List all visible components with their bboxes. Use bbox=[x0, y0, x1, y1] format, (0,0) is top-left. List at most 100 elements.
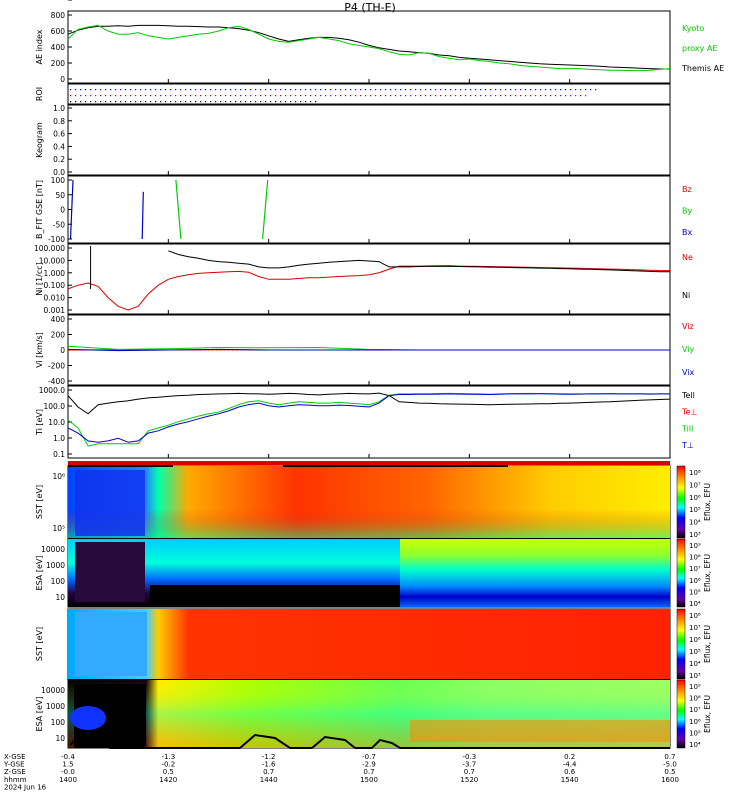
roi-dot bbox=[310, 101, 312, 103]
esa-electron-tick: 10 bbox=[55, 734, 65, 743]
roi-dot bbox=[200, 89, 202, 91]
roi-dot bbox=[350, 89, 352, 91]
xaxis-value-6-3: 1600 bbox=[661, 776, 679, 784]
roi-dot bbox=[240, 101, 242, 103]
bfit-legend-1: By bbox=[682, 207, 692, 216]
roi-dot bbox=[205, 95, 207, 97]
roi-dot bbox=[415, 89, 417, 91]
esa-electron-tick: 10000 bbox=[41, 686, 65, 695]
roi-dot bbox=[210, 89, 212, 91]
roi-dot bbox=[405, 89, 407, 91]
roi-dot bbox=[535, 89, 537, 91]
ti-legend-1: Te⊥ bbox=[681, 408, 697, 417]
roi-dot bbox=[75, 95, 77, 97]
roi-dot bbox=[590, 89, 592, 91]
roi-dot bbox=[190, 89, 192, 91]
roi-dot bbox=[110, 95, 112, 97]
roi-dot bbox=[360, 95, 362, 97]
roi-dot bbox=[485, 95, 487, 97]
roi-dot bbox=[275, 95, 277, 97]
roi-dot bbox=[510, 95, 512, 97]
xaxis-row-label-2: Z-GSE bbox=[4, 768, 26, 776]
roi-dot bbox=[490, 89, 492, 91]
roi-dot bbox=[270, 95, 272, 97]
roi-dot bbox=[485, 89, 487, 91]
xaxis-value-4-1: -3.7 bbox=[462, 761, 476, 769]
roi-dot bbox=[75, 89, 77, 91]
xaxis-value-1-3: 1420 bbox=[159, 776, 177, 784]
roi-dot bbox=[220, 89, 222, 91]
sst-electron-ylabel: SST [eV] bbox=[35, 627, 44, 661]
ae-panel-tick: 0 bbox=[60, 75, 65, 84]
esa-ion-spectrogram bbox=[68, 539, 670, 607]
roi-dot bbox=[195, 89, 197, 91]
roi-dot bbox=[110, 101, 112, 103]
roi-dot bbox=[165, 89, 167, 91]
xaxis-value-1-0: -1.3 bbox=[161, 753, 175, 761]
roi-dot bbox=[155, 101, 157, 103]
roi-dot bbox=[185, 101, 187, 103]
roi-dot bbox=[180, 95, 182, 97]
roi-dot bbox=[95, 101, 97, 103]
roi-dot bbox=[270, 89, 272, 91]
roi-dot bbox=[355, 89, 357, 91]
roi-dot bbox=[565, 89, 567, 91]
plot-title: P4 (TH-E) bbox=[344, 1, 396, 14]
esa-ion-tick: 10000 bbox=[41, 545, 65, 554]
vi-panel-series-vix bbox=[67, 348, 670, 352]
vi-panel-tick: 0 bbox=[60, 346, 65, 355]
roi-dot bbox=[580, 95, 582, 97]
vi-legend-2: Vix bbox=[682, 368, 695, 377]
roi-dot bbox=[145, 95, 147, 97]
colorbar-2 bbox=[676, 608, 686, 680]
xaxis-value-4-2: 0.7 bbox=[464, 768, 475, 776]
roi-dot bbox=[305, 95, 307, 97]
ti-panel-tick: 100.0 bbox=[44, 402, 66, 411]
roi-dot bbox=[480, 89, 482, 91]
roi-dot bbox=[230, 101, 232, 103]
ti-panel-series-till bbox=[67, 392, 670, 447]
roi-dot bbox=[450, 89, 452, 91]
roi-dot bbox=[255, 95, 257, 97]
vi-legend-1: Viy bbox=[682, 345, 695, 354]
keogram-frame bbox=[67, 104, 671, 176]
roi-dot bbox=[230, 95, 232, 97]
xaxis-value-5-3: 1540 bbox=[561, 776, 579, 784]
colorbar-0-tick: 10⁵ bbox=[689, 506, 701, 514]
spectrogram-panels bbox=[68, 461, 670, 749]
roi-dot bbox=[530, 89, 532, 91]
xaxis-value-1-2: 0.5 bbox=[163, 768, 174, 776]
bfit-panel-frame bbox=[67, 175, 671, 244]
roi-dot bbox=[215, 89, 217, 91]
ae-panel-tick: 600 bbox=[51, 27, 66, 36]
roi-dot bbox=[435, 95, 437, 97]
roi-dot bbox=[195, 101, 197, 103]
roi-dot bbox=[520, 89, 522, 91]
bfit-legend-0: Bz bbox=[682, 185, 692, 194]
roi-dot bbox=[85, 101, 87, 103]
roi-dot bbox=[215, 95, 217, 97]
roi-dot bbox=[185, 95, 187, 97]
roi-dot bbox=[120, 95, 122, 97]
colorbar-1-tick: 10⁹ bbox=[689, 542, 701, 550]
roi-dot bbox=[250, 101, 252, 103]
roi-dot bbox=[585, 95, 587, 97]
roi-dot bbox=[280, 101, 282, 103]
xaxis-value-3-2: 0.7 bbox=[363, 768, 374, 776]
roi-dot bbox=[85, 95, 87, 97]
xaxis-value-6-1: -5.0 bbox=[663, 761, 677, 769]
roi-dot bbox=[225, 101, 227, 103]
roi-ylabel: ROI bbox=[35, 87, 44, 101]
xaxis-value-0-0: -0.4 bbox=[61, 753, 75, 761]
roi-dot bbox=[220, 101, 222, 103]
roi-dot bbox=[550, 89, 552, 91]
roi-dot bbox=[570, 89, 572, 91]
roi-dot bbox=[90, 89, 92, 91]
colorbar-0-label: Eflux, EFU bbox=[703, 483, 712, 521]
colorbar-2-tick: 10⁶ bbox=[689, 636, 701, 644]
xaxis-value-0-1: 1.5 bbox=[62, 761, 73, 769]
roi-dot bbox=[135, 89, 137, 91]
roi-dot bbox=[570, 95, 572, 97]
roi-dot bbox=[95, 95, 97, 97]
roi-dot bbox=[295, 101, 297, 103]
